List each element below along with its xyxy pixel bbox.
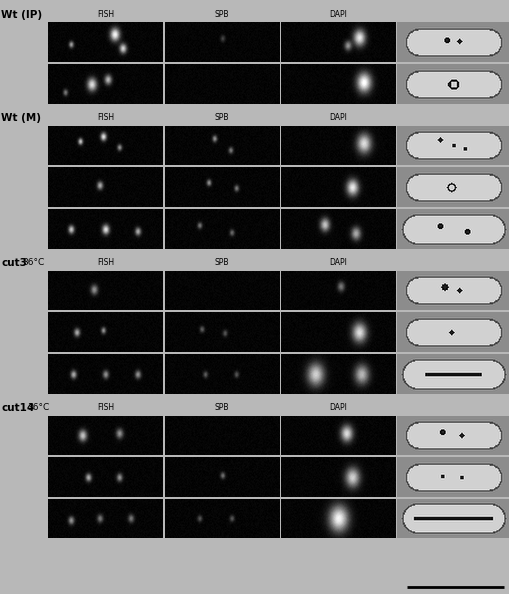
Text: FISH: FISH bbox=[97, 10, 114, 18]
Text: Wt (IP): Wt (IP) bbox=[1, 10, 42, 20]
Text: cut3: cut3 bbox=[1, 258, 27, 268]
Text: SPB: SPB bbox=[214, 113, 229, 122]
Text: 36°C: 36°C bbox=[22, 258, 45, 267]
Text: 36°C: 36°C bbox=[27, 403, 50, 412]
Text: Wt (M): Wt (M) bbox=[1, 113, 41, 123]
Text: DAPI: DAPI bbox=[328, 10, 347, 18]
Text: DAPI: DAPI bbox=[328, 258, 347, 267]
Text: FISH: FISH bbox=[97, 258, 114, 267]
Text: SPB: SPB bbox=[214, 10, 229, 18]
Text: cut14: cut14 bbox=[1, 403, 34, 413]
Text: SPB: SPB bbox=[214, 258, 229, 267]
Text: SPB: SPB bbox=[214, 403, 229, 412]
Text: DAPI: DAPI bbox=[328, 113, 347, 122]
Text: DAPI: DAPI bbox=[328, 403, 347, 412]
Text: FISH: FISH bbox=[97, 113, 114, 122]
Text: FISH: FISH bbox=[97, 403, 114, 412]
